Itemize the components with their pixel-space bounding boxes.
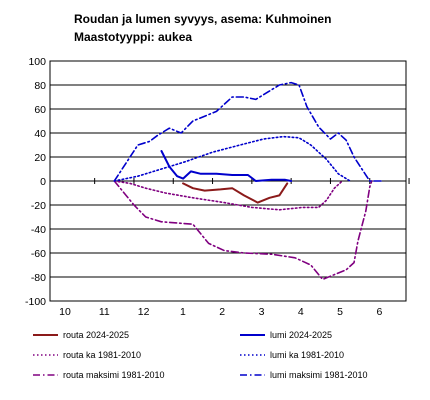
legend-label: lumi 2024-2025 (270, 330, 332, 340)
y-tick-label: 40 (34, 128, 46, 140)
x-tick-label: 6 (376, 306, 382, 318)
chart-title: Roudan ja lumen syvyys, asema: Kuhmoinen (74, 12, 332, 26)
grid-lines (49, 60, 407, 302)
y-tick-label: 20 (34, 152, 46, 164)
series-line-2 (160, 150, 293, 182)
y-tick-label: 60 (34, 104, 46, 116)
x-tick-label: 1 (180, 306, 186, 318)
y-tick-label: 0 (40, 176, 46, 188)
y-tick-label: -60 (31, 248, 46, 260)
y-tick-label: -100 (25, 296, 46, 308)
chart-subtitle: Maastotyyppi: aukea (74, 30, 193, 44)
y-axis: -100 -80 -60 -40 -20 0 20 40 60 80 100 (25, 56, 51, 308)
series-line-5 (113, 180, 373, 281)
x-tick-label: 10 (59, 306, 71, 318)
x-tick-label: 2 (219, 306, 225, 318)
series-line-1 (182, 182, 289, 204)
series-line-3 (113, 180, 344, 211)
x-axis: 10 11 12 1 2 3 4 5 6 (59, 178, 410, 318)
y-tick-label: -40 (31, 224, 46, 236)
y-tick-label: -80 (31, 272, 46, 284)
series-layer (113, 81, 383, 281)
x-tick-label: 5 (337, 306, 343, 318)
legend-label: routa maksimi 1981-2010 (63, 370, 165, 380)
legend-label: lumi ka 1981-2010 (270, 350, 344, 360)
y-tick-label: 80 (34, 80, 46, 92)
series-line-4 (113, 135, 351, 182)
x-tick-label: 11 (99, 306, 110, 318)
y-tick-label: -20 (31, 200, 46, 212)
y-tick-label: 100 (28, 56, 46, 68)
legend-label: lumi maksimi 1981-2010 (270, 370, 368, 380)
x-tick-label: 12 (138, 306, 150, 318)
legend-label: routa 2024-2025 (63, 330, 129, 340)
legend-label: routa ka 1981-2010 (63, 350, 141, 360)
x-tick-label: 3 (259, 306, 265, 318)
legend: routa 2024-2025 lumi 2024-2025 routa ka 19… (33, 330, 368, 380)
series-line-6 (113, 81, 383, 182)
x-tick-label: 4 (298, 306, 304, 318)
